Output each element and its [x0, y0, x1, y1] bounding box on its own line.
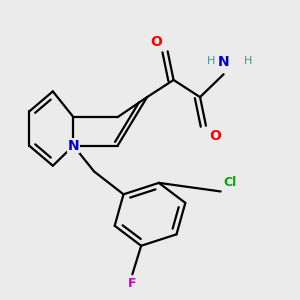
Text: N: N: [218, 55, 230, 68]
Text: H: H: [244, 56, 253, 66]
Text: O: O: [209, 129, 221, 142]
Text: Cl: Cl: [224, 176, 237, 189]
Text: F: F: [128, 277, 136, 290]
Text: H: H: [206, 56, 215, 66]
Text: O: O: [150, 34, 162, 49]
Text: N: N: [68, 139, 79, 153]
